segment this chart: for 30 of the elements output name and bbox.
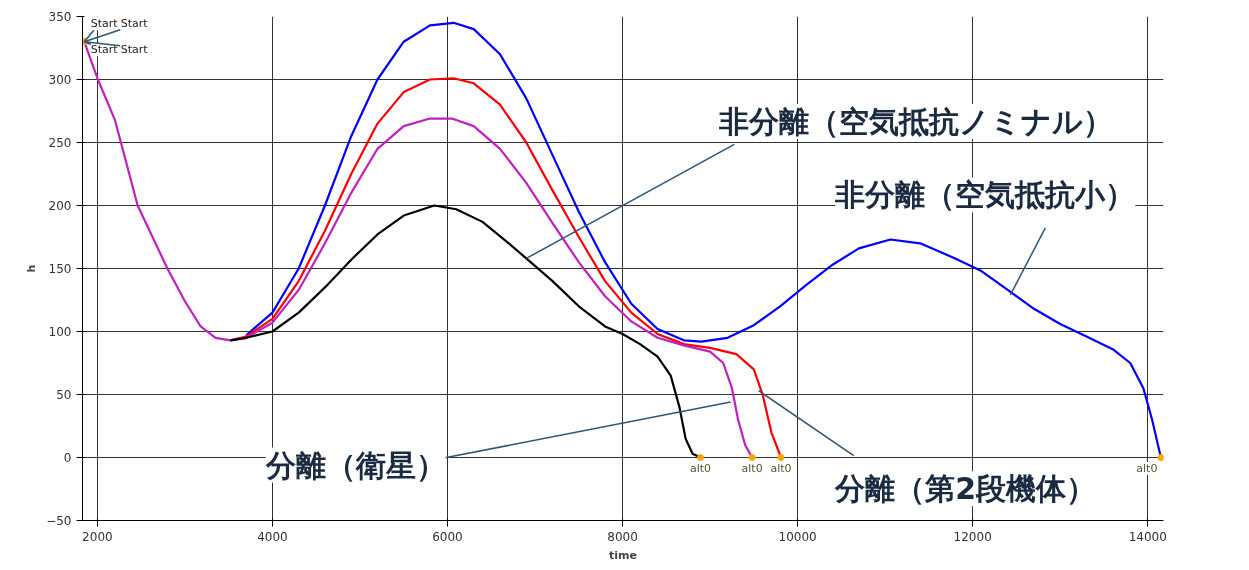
annotation: alt0: [770, 462, 792, 475]
annotation: Start: [90, 43, 119, 57]
y-axis-title: h: [25, 264, 39, 273]
annotation: alt0: [1136, 462, 1158, 475]
annotation: 分離（第2段機体）: [834, 471, 1097, 507]
y-tick-label: 100: [48, 325, 72, 339]
annotation: alt0: [741, 462, 763, 475]
annotation: 非分離（空気抵抗ノミナル）: [718, 103, 1114, 139]
y-tick-label: 250: [48, 136, 72, 150]
x-tick-label: 8000: [607, 529, 638, 544]
y-tick-label: 200: [48, 199, 72, 213]
x-tick-label: 14000: [1128, 529, 1167, 544]
x-axis-title: time: [609, 548, 637, 562]
y-tick-label: 300: [48, 73, 72, 87]
annotation: 分離（衛星）: [264, 447, 446, 483]
y-tick-label: −50: [46, 514, 72, 528]
annotation: Start: [90, 17, 119, 31]
x-tick-label: 2000: [82, 529, 113, 544]
y-tick-label: 350: [48, 10, 72, 24]
x-tick-label: 12000: [953, 529, 992, 544]
y-tick-label: 0: [63, 451, 72, 465]
x-tick-label: 6000: [432, 529, 463, 544]
annotation: Start: [120, 17, 149, 31]
x-tick-label: 10000: [778, 529, 817, 544]
x-tick-label: 4000: [257, 529, 288, 544]
annotation: 非分離（空気抵抗小）: [834, 177, 1136, 213]
y-tick-label: 50: [56, 388, 72, 402]
y-tick-label: 150: [48, 262, 72, 276]
annotation: alt0: [689, 462, 712, 475]
annotation: Start: [120, 43, 149, 57]
